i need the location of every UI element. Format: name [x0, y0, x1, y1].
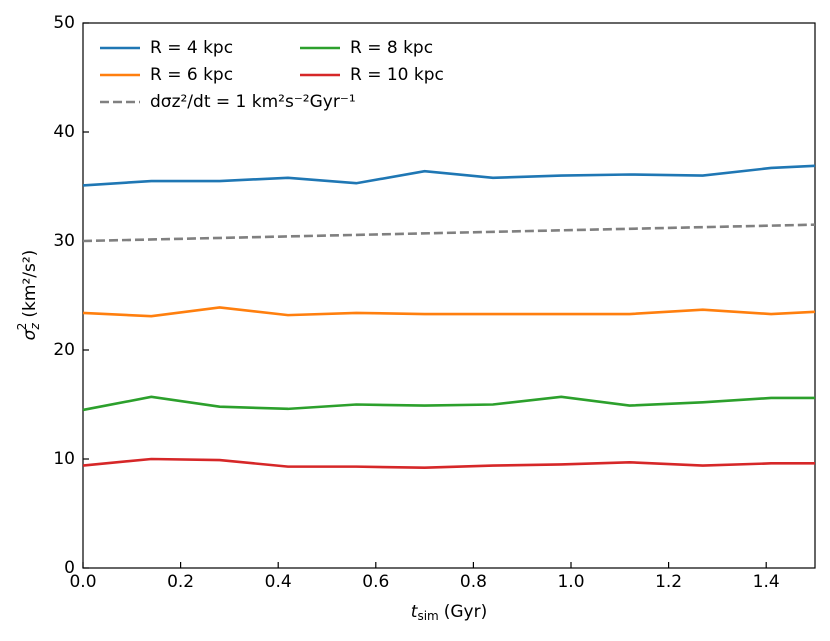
- x-label-subscript: sim: [417, 609, 438, 623]
- series-line: [82, 395, 815, 412]
- y-tick-label: 10: [53, 449, 75, 469]
- x-tick-label: 1.2: [655, 572, 682, 592]
- x-label-text: (Gyr): [444, 602, 488, 622]
- y-tick-label: 50: [53, 13, 75, 33]
- x-tick-label: 1.0: [557, 572, 584, 592]
- series-line: [82, 306, 816, 318]
- x-tick-label: 1.4: [753, 572, 780, 592]
- legend-label: R = 8 kpc: [350, 38, 433, 58]
- y-tick-label: 40: [53, 122, 75, 142]
- legend-label: R = 6 kpc: [150, 65, 233, 85]
- x-label-symbol: t: [411, 602, 419, 622]
- y-tick-label: 0: [64, 558, 75, 578]
- series-line: [82, 223, 816, 243]
- plot-frame: [82, 22, 816, 569]
- x-tick-label: 0.8: [460, 572, 487, 592]
- legend-label: R = 10 kpc: [350, 65, 444, 85]
- x-tick-label: 0.0: [69, 572, 96, 592]
- series-line: [82, 457, 815, 470]
- legend-label: dσz²/dt = 1 km²s⁻²Gyr⁻¹: [150, 92, 356, 112]
- y-label-superscript: 2: [15, 323, 29, 331]
- x-tick-label: 0.4: [265, 572, 292, 592]
- y-tick-label: 20: [53, 340, 75, 360]
- series-line: [82, 164, 816, 187]
- y-label-text: (km²/s²): [20, 250, 40, 318]
- x-tick-label: 0.6: [362, 572, 389, 592]
- y-axis-label: σz2 (km²/s²): [15, 250, 42, 341]
- x-axis-label: tsim (Gyr): [411, 602, 487, 623]
- y-tick-label: 30: [53, 231, 75, 251]
- y-label-symbol: σ: [20, 328, 40, 340]
- y-label-subscript: z: [28, 323, 42, 331]
- x-tick-label: 0.2: [167, 572, 194, 592]
- legend-label: R = 4 kpc: [150, 38, 233, 58]
